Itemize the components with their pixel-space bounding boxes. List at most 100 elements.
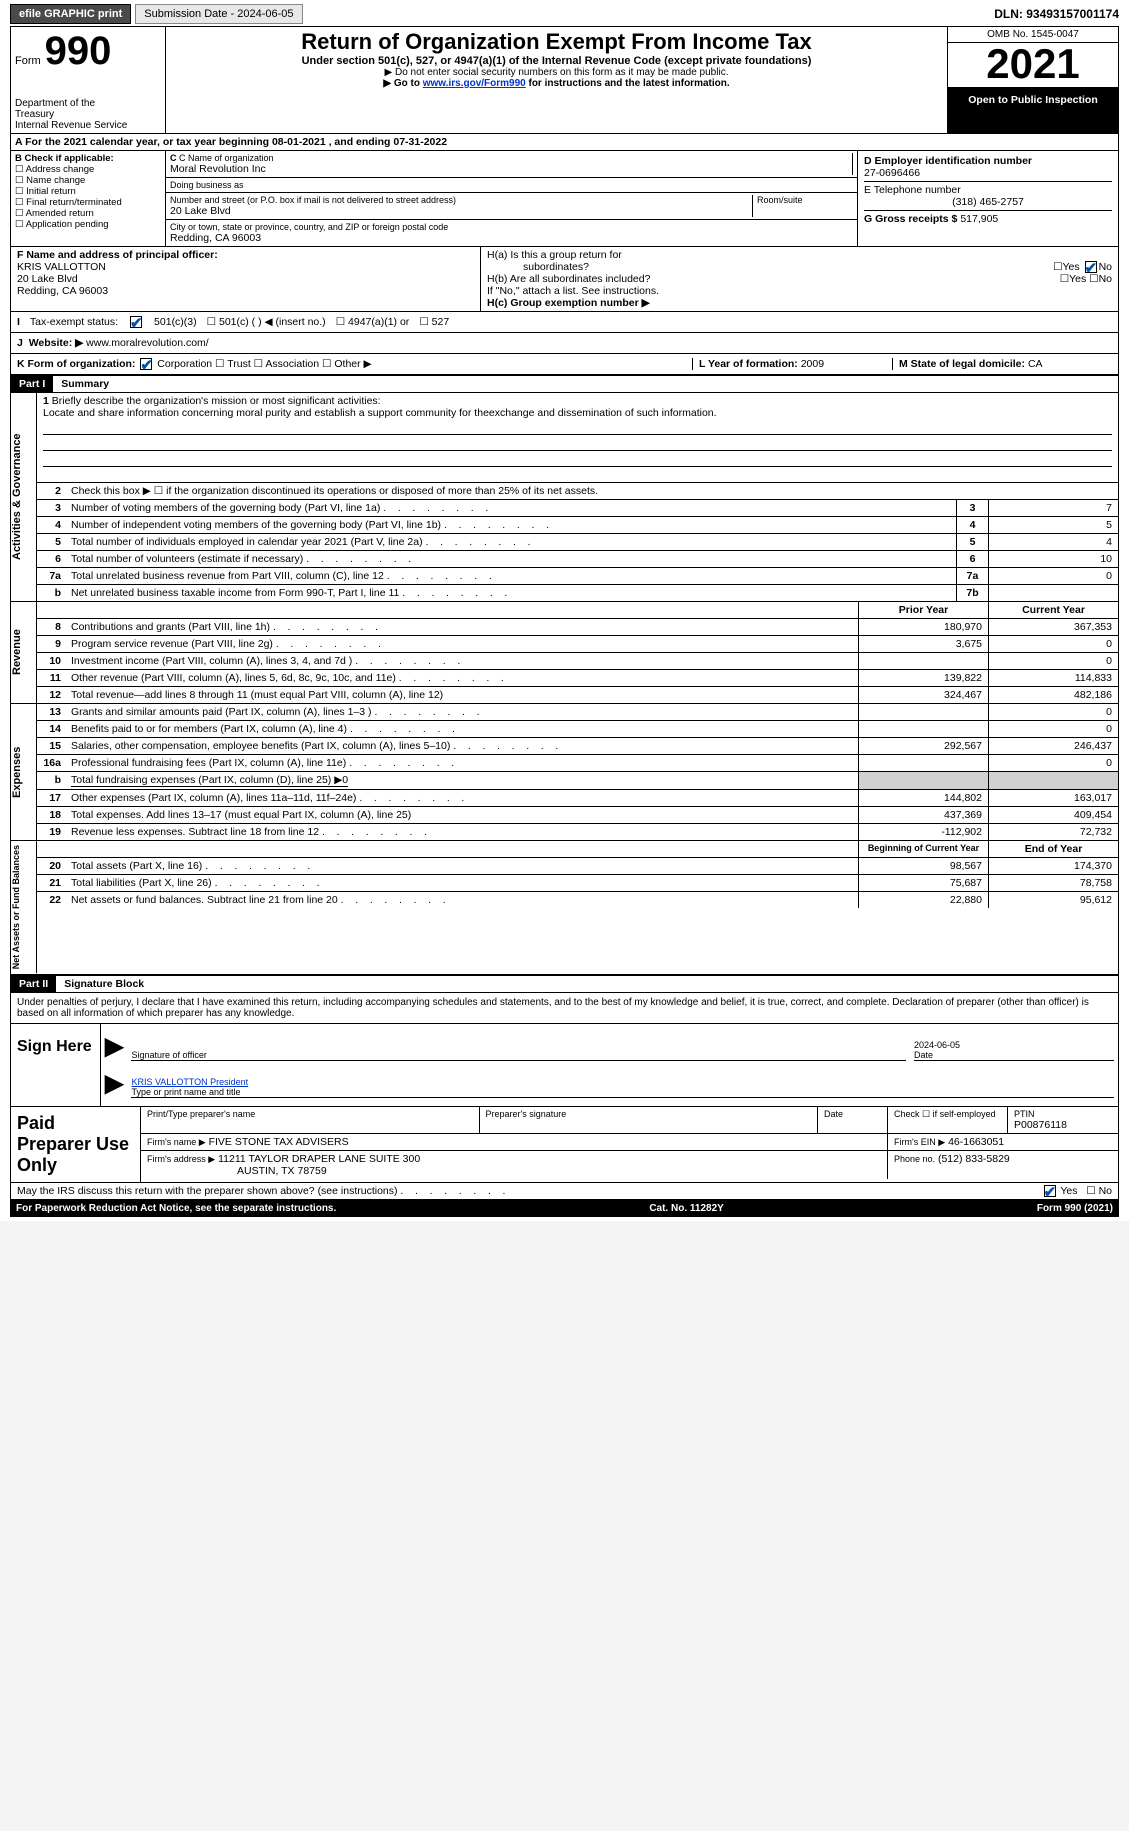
hc-label: H(c) Group exemption number ▶	[487, 297, 1112, 309]
tax-period: A For the 2021 calendar year, or tax yea…	[10, 134, 1119, 151]
line9-prior: 3,675	[858, 636, 988, 652]
line22-end: 95,612	[988, 892, 1118, 908]
open-to-public: Open to Public Inspection	[948, 88, 1118, 133]
ein-label: D Employer identification number	[864, 155, 1112, 167]
topbar: efile GRAPHIC print Submission Date - 20…	[10, 4, 1119, 24]
line12-prior: 324,467	[858, 687, 988, 703]
begin-year-hdr: Beginning of Current Year	[858, 841, 988, 857]
note-ssn: ▶ Do not enter social security numbers o…	[172, 67, 941, 78]
officer-name: KRIS VALLOTTON	[17, 261, 474, 273]
firm-ein: 46-1663051	[948, 1136, 1004, 1148]
name-title-field: KRIS VALLOTTON PresidentType or print na…	[131, 1065, 1114, 1098]
form-subtitle: Under section 501(c), 527, or 4947(a)(1)…	[172, 55, 941, 67]
ha-no-checkbox[interactable]	[1085, 261, 1097, 273]
prior-year-hdr: Prior Year	[858, 602, 988, 618]
ha-label: H(a) Is this a group return for	[487, 249, 622, 261]
firm-name: FIVE STONE TAX ADVISERS	[209, 1136, 349, 1148]
irs-link[interactable]: www.irs.gov/Form990	[423, 78, 526, 89]
chk-name-change[interactable]: ☐ Name change	[15, 175, 161, 186]
tel-value: (318) 465-2757	[864, 196, 1112, 208]
line16a-prior	[858, 755, 988, 771]
tax-status-label: Tax-exempt status:	[30, 316, 118, 328]
city-label: City or town, state or province, country…	[170, 222, 853, 232]
officer-addr1: 20 Lake Blvd	[17, 273, 474, 285]
section-fh: F Name and address of principal officer:…	[10, 247, 1119, 312]
chk-application-pending[interactable]: ☐ Application pending	[15, 219, 161, 230]
line19-prior: -112,902	[858, 824, 988, 840]
discuss-yes-checkbox[interactable]	[1044, 1185, 1056, 1197]
line14-prior	[858, 721, 988, 737]
vtab-revenue: Revenue	[11, 602, 37, 703]
vtab-netassets: Net Assets or Fund Balances	[11, 841, 37, 973]
org-name: Moral Revolution Inc	[170, 163, 848, 175]
line13-prior	[858, 704, 988, 720]
firm-addr2: AUSTIN, TX 78759	[237, 1165, 327, 1177]
dept-treasury: Department of theTreasuryInternal Revenu…	[15, 98, 161, 131]
line21-begin: 75,687	[858, 875, 988, 891]
line22-begin: 22,880	[858, 892, 988, 908]
website-label: Website: ▶	[29, 337, 84, 349]
chk-final-return[interactable]: ☐ Final return/terminated	[15, 197, 161, 208]
ptin-value: P00876118	[1014, 1119, 1112, 1131]
line10-current: 0	[988, 653, 1118, 669]
line13-current: 0	[988, 704, 1118, 720]
line17-prior: 144,802	[858, 790, 988, 806]
efile-button[interactable]: efile GRAPHIC print	[10, 4, 131, 24]
line15-current: 246,437	[988, 738, 1118, 754]
line18-current: 409,454	[988, 807, 1118, 823]
line3-val: 7	[988, 500, 1118, 516]
hb-label: H(b) Are all subordinates included?	[487, 273, 650, 285]
line7a-val: 0	[988, 568, 1118, 584]
penalty-text: Under penalties of perjury, I declare th…	[10, 993, 1119, 1024]
form-title: Return of Organization Exempt From Incom…	[172, 29, 941, 55]
line14-current: 0	[988, 721, 1118, 737]
dln: DLN: 93493157001174	[994, 7, 1119, 21]
sig-date-field: 2024-06-05Date	[914, 1028, 1114, 1061]
mission-text: Locate and share information concerning …	[43, 407, 717, 419]
arrow-icon: ▶	[105, 1032, 123, 1061]
form-label: Form	[15, 55, 41, 67]
officer-addr2: Redding, CA 96003	[17, 285, 474, 297]
ein-value: 27-0696466	[864, 167, 1112, 179]
chk-501c3[interactable]	[130, 316, 142, 328]
line17-current: 163,017	[988, 790, 1118, 806]
form-header: Form 990 Department of theTreasuryIntern…	[10, 26, 1119, 134]
check-b-label: B Check if applicable:	[15, 153, 114, 164]
gross-value: 517,905	[960, 213, 998, 225]
section-j: J Website: ▶ www.moralrevolution.com/	[10, 333, 1119, 354]
room-suite-label: Room/suite	[753, 195, 853, 217]
arrow-icon: ▶	[105, 1069, 123, 1098]
gross-label: G Gross receipts $	[864, 213, 957, 225]
line4-val: 5	[988, 517, 1118, 533]
line20-begin: 98,567	[858, 858, 988, 874]
chk-address-change[interactable]: ☐ Address change	[15, 164, 161, 175]
line8-current: 367,353	[988, 619, 1118, 635]
self-employed-check[interactable]: Check ☐ if self-employed	[888, 1107, 1008, 1133]
line10-prior	[858, 653, 988, 669]
discuss-row: May the IRS discuss this return with the…	[10, 1183, 1119, 1200]
part1-header: Part I Summary	[10, 375, 1119, 393]
line7b-val	[988, 585, 1118, 601]
sign-here-block: Sign Here ▶ Signature of officer 2024-06…	[10, 1024, 1119, 1107]
sig-officer-field[interactable]: Signature of officer	[131, 1038, 906, 1061]
current-year-hdr: Current Year	[988, 602, 1118, 618]
firm-phone: (512) 833-5829	[938, 1153, 1010, 1165]
line16a-current: 0	[988, 755, 1118, 771]
dba-label: Doing business as	[170, 180, 853, 190]
line9-current: 0	[988, 636, 1118, 652]
form-number: 990	[45, 29, 112, 74]
section-i: I Tax-exempt status: 501(c)(3) ☐ 501(c) …	[10, 312, 1119, 333]
year-formation: 2009	[801, 358, 824, 370]
website-value: www.moralrevolution.com/	[86, 337, 209, 349]
line11-current: 114,833	[988, 670, 1118, 686]
line5-val: 4	[988, 534, 1118, 550]
chk-amended-return[interactable]: ☐ Amended return	[15, 208, 161, 219]
part2-header: Part II Signature Block	[10, 975, 1119, 993]
line19-current: 72,732	[988, 824, 1118, 840]
city-state-zip: Redding, CA 96003	[170, 232, 853, 244]
line16b-prior	[858, 772, 988, 789]
chk-initial-return[interactable]: ☐ Initial return	[15, 186, 161, 197]
section-bcd: B Check if applicable: ☐ Address change …	[10, 151, 1119, 247]
chk-corporation[interactable]	[140, 358, 152, 370]
tax-year: 2021	[948, 43, 1118, 88]
